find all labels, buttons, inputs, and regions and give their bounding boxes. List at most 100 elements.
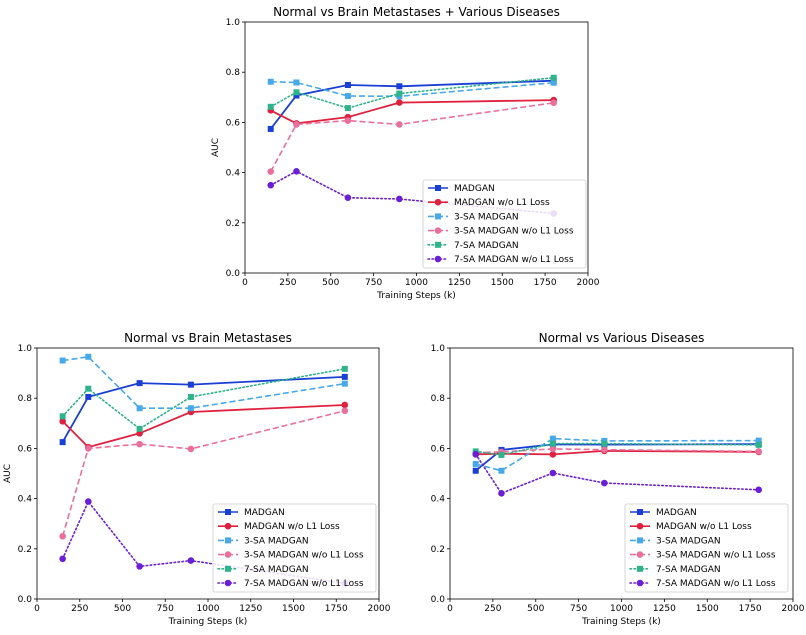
data-point <box>601 479 608 487</box>
x-tick-label: 1500 <box>282 604 305 614</box>
data-point <box>341 373 348 380</box>
data-point <box>344 93 351 100</box>
legend-item: 7-SA MADGAN w/o L1 Loss <box>217 579 364 589</box>
legend-item: 7-SA MADGAN w/o L1 Loss <box>629 579 776 589</box>
series-line <box>475 449 759 456</box>
data-point <box>396 99 403 106</box>
legend-item: MADGAN w/o L1 Loss <box>630 522 752 532</box>
x-tick-label: 1000 <box>405 278 428 288</box>
y-tick-label: 0.2 <box>18 545 32 555</box>
data-point <box>755 441 762 448</box>
legend-box <box>212 503 377 593</box>
data-point <box>755 448 762 455</box>
data-point <box>601 440 608 447</box>
chart-panel-3: Normal vs Various Diseases 0 250 500 750 1000… <box>431 331 805 627</box>
x-tick-label: 500 <box>114 604 131 614</box>
legend-marker-swatch <box>636 579 644 587</box>
data-point <box>341 407 349 415</box>
data-point <box>396 195 403 203</box>
legend-marker-swatch <box>224 522 232 530</box>
data-point <box>59 555 66 563</box>
x-tick-label: 250 <box>71 604 88 614</box>
y-tick-label: 0.8 <box>226 68 241 78</box>
legend-label: MADGAN w/o L1 Loss <box>244 522 340 532</box>
series-line <box>270 80 554 98</box>
legend-label: 3-SA MADGAN w/o L1 Loss <box>454 227 574 237</box>
legend-item: 7-SA MADGAN <box>427 241 519 251</box>
data-point <box>85 385 92 392</box>
data-point <box>293 79 300 86</box>
data-point <box>396 121 403 128</box>
legend-label: 3-SA MADGAN <box>244 536 309 546</box>
data-point <box>341 401 349 409</box>
data-point <box>472 460 479 467</box>
series-line <box>61 376 345 443</box>
legend-box <box>624 503 789 593</box>
series-line <box>475 437 759 472</box>
legend-item: 3-SA MADGAN <box>630 536 721 546</box>
y-tick-label: 0.8 <box>18 394 33 404</box>
legend-marker-swatch <box>636 522 644 530</box>
legend-label: MADGAN <box>244 508 285 518</box>
data-point <box>187 405 194 412</box>
data-point <box>549 435 556 442</box>
data-point <box>293 121 300 128</box>
legend-label: 3-SA MADGAN w/o L1 Loss <box>244 551 364 561</box>
series-3-sa-madgan-w-o-l1-loss <box>59 407 349 540</box>
x-tick-label: 1000 <box>610 604 633 614</box>
series-madgan-w-o-l1-loss <box>267 96 557 127</box>
series-line <box>475 443 759 472</box>
x-tick-label: 1750 <box>534 278 557 288</box>
series-line <box>270 99 554 125</box>
series-7-sa-madgan <box>267 74 557 112</box>
legend-label: 7-SA MADGAN w/o L1 Loss <box>656 579 776 589</box>
data-point <box>341 365 348 372</box>
data-point <box>498 467 505 474</box>
data-point <box>498 490 505 497</box>
x-tick-label: 1500 <box>491 278 514 288</box>
legend-label: 7-SA MADGAN w/o L1 Loss <box>244 579 364 589</box>
legend-label: 3-SA MADGAN w/o L1 Loss <box>656 551 776 561</box>
legend-item: 3-SA MADGAN w/o L1 Loss <box>428 227 574 237</box>
data-point <box>85 445 92 452</box>
series-madgan-w-o-l1-loss <box>59 401 349 451</box>
legend-label: 7-SA MADGAN w/o L1 Loss <box>454 255 574 265</box>
legend-label: MADGAN w/o L1 Loss <box>454 198 550 208</box>
series-madgan <box>59 373 348 446</box>
x-tick-label: 500 <box>322 278 339 288</box>
x-tick-label: 1250 <box>653 604 676 614</box>
legend-marker-swatch <box>224 579 232 587</box>
y-axis-label: AUC <box>211 138 221 157</box>
data-point <box>549 440 556 447</box>
x-tick-label: 0 <box>242 278 248 288</box>
legend-item: 7-SA MADGAN w/o L1 Loss <box>427 255 574 265</box>
data-point <box>187 381 194 388</box>
chart-title: Normal vs Brain Metastases + Various Dis… <box>273 5 560 19</box>
series-line <box>61 404 345 449</box>
legend-label: MADGAN <box>656 508 697 518</box>
legend-label: 3-SA MADGAN <box>656 536 721 546</box>
legend-label: MADGAN w/o L1 Loss <box>656 522 752 532</box>
data-point <box>549 445 557 453</box>
legend-item: MADGAN w/o L1 Loss <box>218 522 340 532</box>
y-axis-label: AUC <box>3 464 13 483</box>
legend-label: MADGAN <box>454 184 495 194</box>
data-point <box>472 467 479 474</box>
x-tick-label: 0 <box>34 604 40 614</box>
data-point <box>344 82 351 89</box>
data-point <box>136 380 143 387</box>
data-point <box>85 393 92 400</box>
legend-marker-swatch <box>225 537 231 544</box>
chart-panel-1: Normal vs Brain Metastases + Various Dis… <box>211 5 600 301</box>
x-tick-label: 2000 <box>577 278 600 288</box>
legend-marker-swatch <box>637 565 643 572</box>
x-tick-label: 250 <box>484 604 501 614</box>
y-tick-label: 0.0 <box>226 269 241 279</box>
y-tick-label: 0.4 <box>226 169 241 179</box>
x-tick-label: 1750 <box>739 604 762 614</box>
legend-label: 3-SA MADGAN <box>454 212 519 222</box>
data-point <box>59 413 66 420</box>
data-point <box>85 498 92 505</box>
y-tick-label: 0.4 <box>431 495 446 505</box>
y-tick-label: 0.6 <box>431 444 446 454</box>
